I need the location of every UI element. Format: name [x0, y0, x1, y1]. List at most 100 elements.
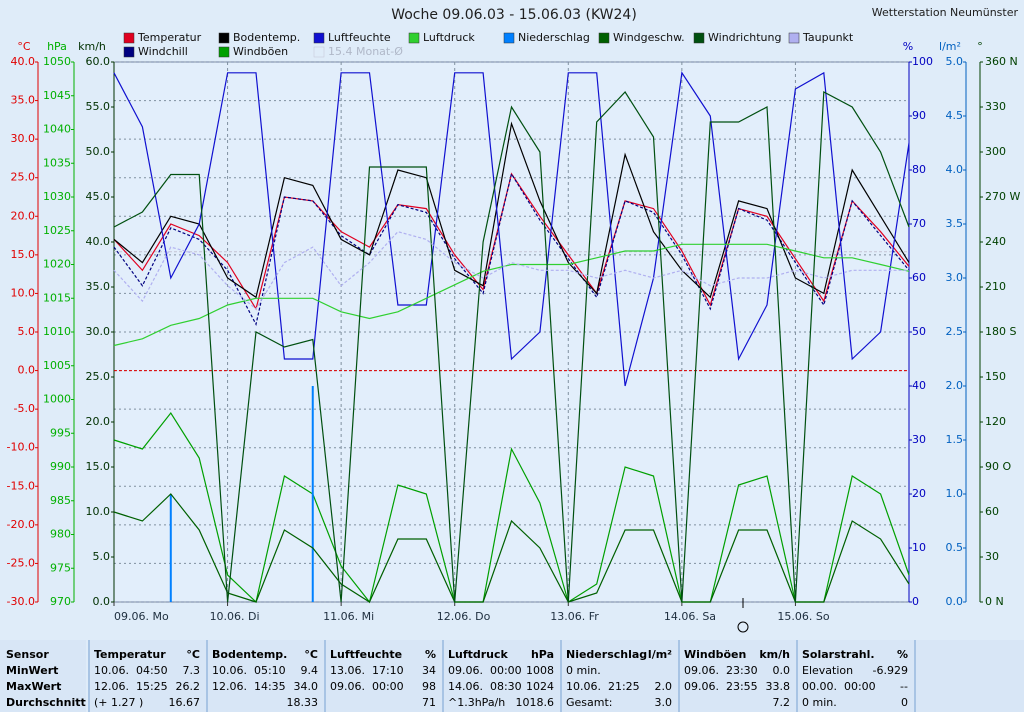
y-tick-label: 25.0: [11, 171, 36, 184]
axis-unit: km/h: [78, 40, 106, 53]
y-tick-label: 50: [912, 325, 926, 338]
sensor-label: MaxWert: [6, 680, 62, 693]
y-tick-label: 1005: [43, 359, 71, 372]
y-tick-label: 1000: [43, 393, 71, 406]
cell-right: 98: [422, 680, 436, 693]
legend-label: Taupunkt: [802, 31, 854, 44]
y-tick-label: 30: [985, 550, 999, 563]
cell-right: 7.3: [182, 664, 201, 677]
legend-label: Windböen: [233, 45, 288, 58]
cell-right: 18.33: [286, 696, 319, 709]
y-tick-label: 1.5: [946, 433, 964, 446]
y-tick-label: -30.0: [7, 595, 35, 608]
x-tick-label: 14.06. Sa: [664, 610, 716, 623]
y-tick-label: 35.0: [11, 94, 36, 107]
column-title: Luftdruck: [448, 648, 508, 661]
y-tick-label: 990: [50, 460, 71, 473]
y-tick-label: 995: [50, 426, 71, 439]
cell-right: 2.0: [654, 680, 673, 693]
cell-right: 71: [422, 696, 436, 709]
legend-swatch: [503, 32, 515, 44]
stats-column: Luftfeuchte% 13.06. 17:10 34 09.06. 00:00 98…: [324, 640, 442, 712]
cell-right: 26.2: [175, 680, 201, 693]
y-tick-label: 55.0: [86, 100, 111, 113]
y-tick-label: 0: [912, 595, 919, 608]
time-marker: [737, 621, 749, 633]
column-unit: °C: [186, 648, 200, 661]
column-title: Niederschlag: [566, 648, 648, 661]
chart-title: Woche 09.06.03 - 15.06.03 (KW24): [391, 7, 637, 23]
y-tick-label: 330: [985, 100, 1006, 113]
legend-label: Windrichtung: [708, 31, 781, 44]
legend-swatch: [693, 32, 705, 44]
y-tick-label: 20: [912, 487, 926, 500]
legend-swatch: [313, 46, 325, 58]
stats-column: Solarstrahl.% Elevation -6.929 00.00. 00:00…: [796, 640, 914, 712]
stats-table: Sensor MinWert MaxWert Durchschnitt Temperat…: [0, 640, 1024, 712]
legend-label: Luftfeuchte: [328, 31, 391, 44]
column-unit: km/h: [759, 648, 790, 661]
column-unit: %: [424, 648, 436, 661]
y-tick-label: 35.0: [86, 280, 111, 293]
y-tick-label: 2.5: [946, 325, 964, 338]
x-tick-label: 12.06. Do: [437, 610, 491, 623]
y-tick-label: 3.0: [946, 271, 964, 284]
y-tick-label: 40: [912, 379, 926, 392]
y-tick-label: 270 W: [985, 190, 1020, 203]
sensor-label: MinWert: [6, 664, 59, 677]
cell-right: --: [900, 680, 908, 693]
y-tick-label: 120: [985, 415, 1006, 428]
rain-bar: [169, 494, 172, 602]
legend-label: Luftdruck: [423, 31, 475, 44]
y-tick-label: 10.0: [86, 505, 111, 518]
y-tick-label: -20.0: [7, 518, 35, 531]
column-title: Temperatur: [94, 648, 166, 661]
series-line: [113, 71, 910, 387]
station-name: Wetterstation Neumünster: [872, 6, 1019, 19]
y-tick-label: 360 N: [985, 55, 1018, 68]
cell-right: 0.0: [772, 664, 791, 677]
y-tick-label: 100: [912, 55, 933, 68]
y-tick-label: 2.0: [946, 379, 964, 392]
legend-swatch: [218, 46, 230, 58]
cell-right: 9.4: [300, 664, 319, 677]
cell-left: 00.00. 00:00: [802, 680, 876, 693]
cell-right: 7.2: [772, 696, 791, 709]
column-unit: %: [896, 648, 908, 661]
y-tick-label: 0 N: [985, 595, 1004, 608]
y-tick-label: 15.0: [11, 248, 36, 261]
legend-swatch: [788, 32, 800, 44]
cell-left: 0 min.: [566, 664, 601, 677]
legend-label: Niederschlag: [518, 31, 590, 44]
y-tick-label: 975: [50, 561, 71, 574]
cell-left: 0 min.: [802, 696, 837, 709]
cell-left: Gesamt:: [566, 696, 613, 709]
series-line: [113, 411, 910, 604]
column-title: Solarstrahl.: [802, 648, 875, 661]
y-tick-label: 300: [985, 145, 1006, 158]
axis-unit: l/m²: [939, 40, 961, 53]
y-tick-label: 1030: [43, 190, 71, 203]
cell-left: 09.06. 00:00: [330, 680, 404, 693]
cell-left: ^1.3hPa/h: [448, 696, 506, 709]
x-tick-label: 10.06. Di: [210, 610, 260, 623]
y-tick-label: 5.0: [93, 550, 111, 563]
legend-label: Windchill: [138, 45, 188, 58]
cell-left: 10.06. 04:50: [94, 664, 168, 677]
y-tick-label: 20.0: [86, 415, 111, 428]
y-tick-label: 985: [50, 494, 71, 507]
legend-label: Temperatur: [137, 31, 202, 44]
sensor-label: Durchschnitt: [6, 696, 86, 709]
axis-unit: °: [977, 40, 983, 53]
axis-unit: °C: [17, 40, 31, 53]
stats-filler: [914, 640, 1024, 712]
series-line: [113, 493, 910, 603]
y-tick-label: 60: [912, 271, 926, 284]
axis-unit: %: [903, 40, 913, 53]
y-tick-label: 4.0: [946, 163, 964, 176]
cell-left: Elevation: [802, 664, 854, 677]
series-line: [113, 231, 909, 310]
y-tick-label: -5.0: [14, 402, 35, 415]
y-tick-label: 80: [912, 163, 926, 176]
